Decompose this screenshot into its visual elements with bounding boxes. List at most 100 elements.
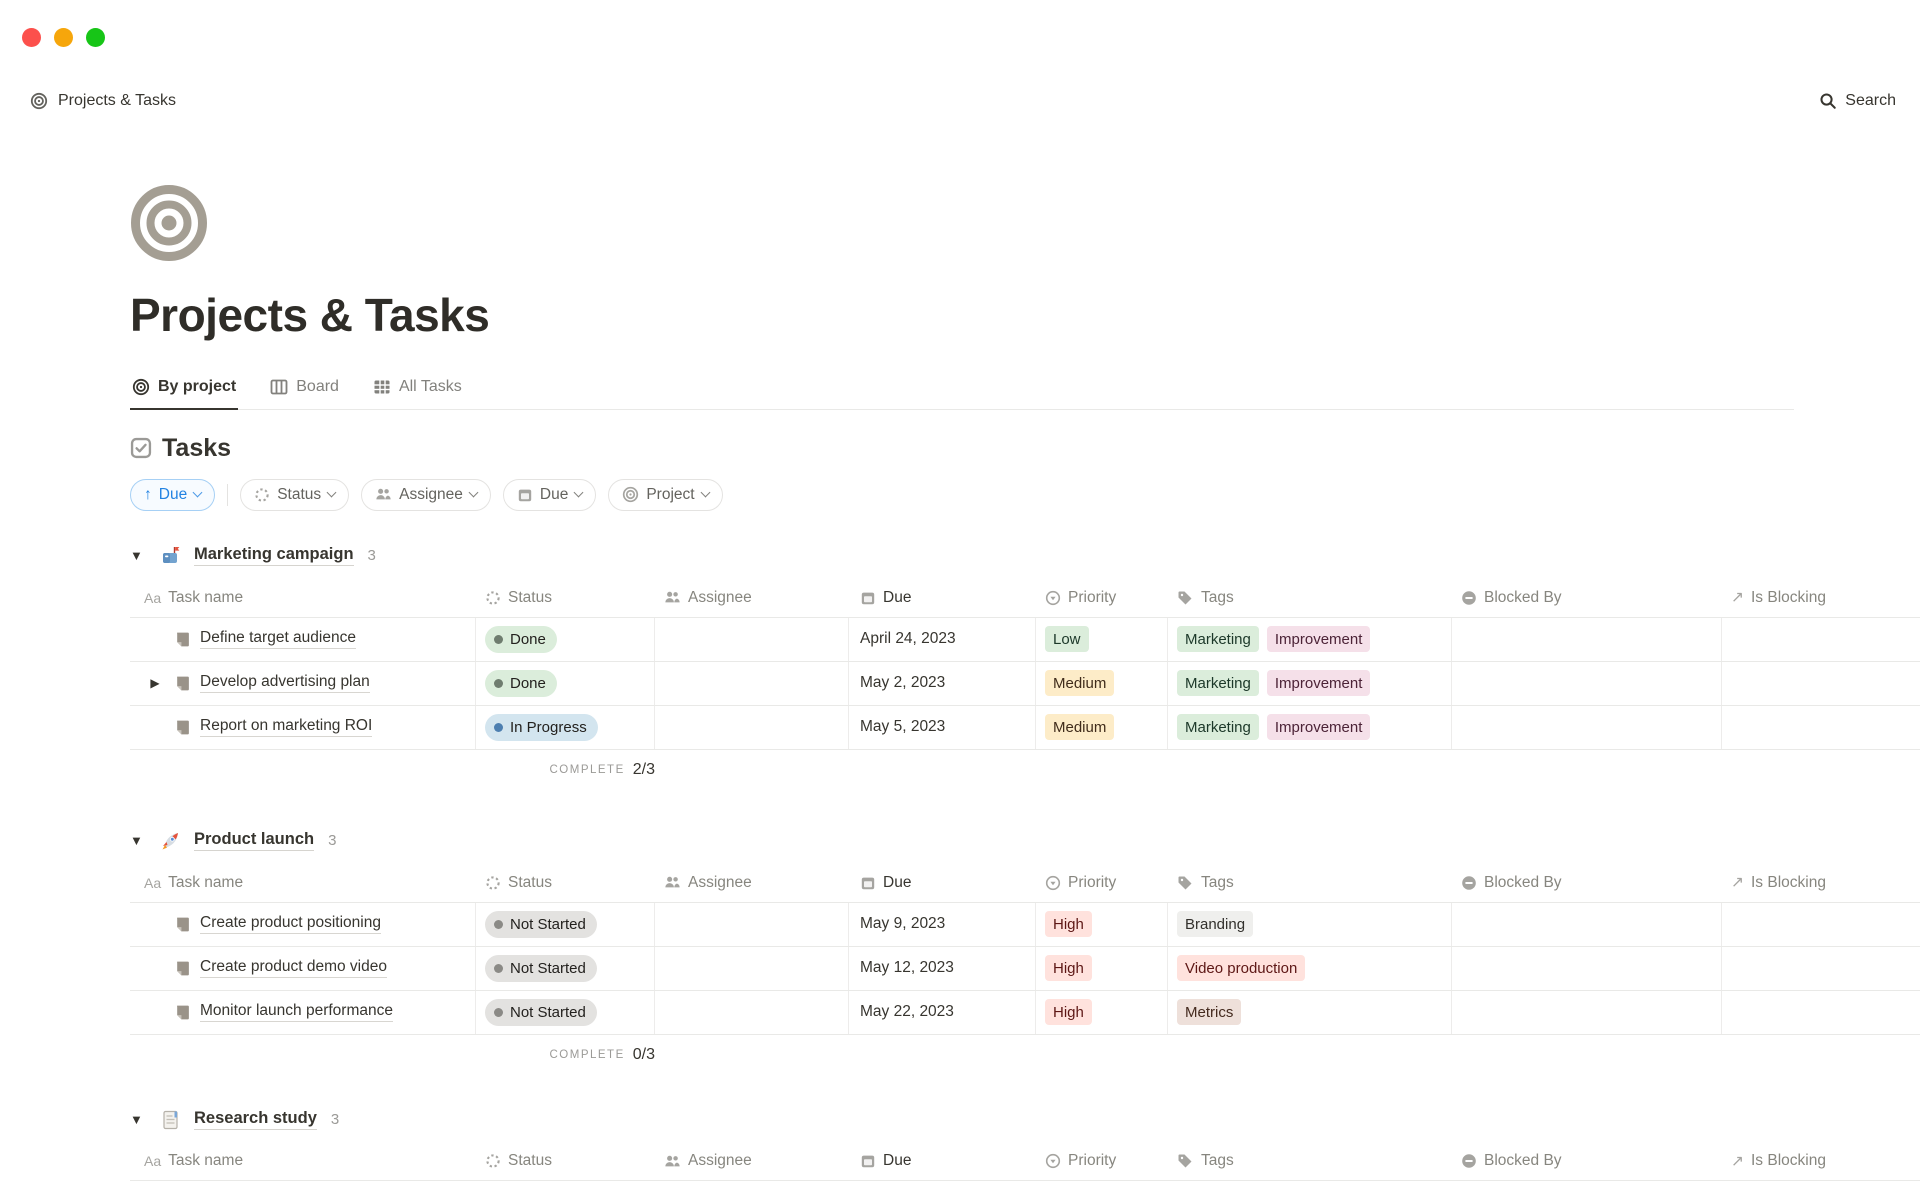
task-cell[interactable]: ▶ Develop advertising plan: [130, 661, 476, 705]
is-blocking-cell[interactable]: [1722, 706, 1920, 749]
tab-all-tasks[interactable]: All Tasks: [371, 374, 464, 409]
due-cell[interactable]: May 5, 2023: [849, 705, 1036, 749]
tags-cell[interactable]: Video production: [1168, 946, 1452, 990]
column-header-due[interactable]: Due: [849, 874, 1036, 892]
column-header-priority[interactable]: Priority: [1036, 589, 1168, 607]
column-header-status[interactable]: Status: [476, 589, 655, 607]
tags-cell[interactable]: Marketing Improvement: [1168, 661, 1452, 705]
status-cell[interactable]: Done: [476, 617, 655, 661]
tags-cell[interactable]: Marketing Improvement: [1168, 705, 1452, 749]
is-blocking-cell[interactable]: [1722, 618, 1920, 661]
due-cell[interactable]: May 22, 2023: [849, 990, 1036, 1034]
column-header-blocked-by[interactable]: Blocked By: [1452, 589, 1722, 607]
blocked-by-cell[interactable]: [1452, 946, 1722, 990]
table-row[interactable]: Create product positioning Not Started M…: [130, 901, 1920, 946]
task-cell[interactable]: Monitor launch performance: [130, 990, 476, 1034]
tags-cell[interactable]: Branding: [1168, 902, 1452, 946]
task-cell[interactable]: Report on marketing ROI: [130, 705, 476, 749]
filter-chip-status[interactable]: Status: [240, 478, 350, 511]
task-title[interactable]: Create product positioning: [200, 914, 381, 934]
blocked-by-cell[interactable]: [1452, 990, 1722, 1034]
group-collapse-toggle[interactable]: ▼: [130, 833, 143, 848]
priority-cell[interactable]: High: [1036, 902, 1168, 946]
status-cell[interactable]: Done: [476, 661, 655, 705]
column-header-is-blocking[interactable]: ↗ Is Blocking: [1731, 588, 1826, 607]
table-row[interactable]: Monitor launch performance Not Started M…: [130, 989, 1920, 1034]
tab-by-project[interactable]: By project: [130, 374, 239, 410]
priority-cell[interactable]: High: [1036, 990, 1168, 1034]
is-blocking-cell[interactable]: [1722, 903, 1920, 946]
column-header-due[interactable]: Due: [849, 1152, 1036, 1170]
column-header-blocked-by[interactable]: Blocked By: [1452, 874, 1722, 892]
assignee-cell[interactable]: [655, 946, 849, 990]
status-cell[interactable]: In Progress: [476, 705, 655, 749]
blocked-by-cell[interactable]: [1452, 902, 1722, 946]
filter-chip-due[interactable]: Due: [502, 478, 597, 511]
priority-cell[interactable]: Low: [1036, 617, 1168, 661]
task-title[interactable]: Create product demo video: [200, 958, 387, 978]
task-title[interactable]: Monitor launch performance: [200, 1002, 393, 1022]
column-header-status[interactable]: Status: [476, 1152, 655, 1170]
task-cell[interactable]: Create product demo video: [130, 946, 476, 990]
column-header-is-blocking[interactable]: ↗ Is Blocking: [1731, 1152, 1826, 1170]
page-target-icon[interactable]: [130, 184, 208, 262]
tab-board[interactable]: Board: [268, 374, 341, 409]
sort-chip-due[interactable]: ↑ Due: [130, 478, 216, 511]
row-expand-toggle[interactable]: ▶: [150, 676, 160, 690]
assignee-cell[interactable]: [655, 990, 849, 1034]
due-cell[interactable]: April 24, 2023: [849, 617, 1036, 661]
close-window-button[interactable]: [22, 28, 41, 47]
column-header-due[interactable]: Due: [849, 589, 1036, 607]
status-cell[interactable]: Not Started: [476, 990, 655, 1034]
tags-cell[interactable]: Marketing Improvement: [1168, 617, 1452, 661]
blocked-by-cell[interactable]: [1452, 617, 1722, 661]
blocked-by-cell[interactable]: [1452, 705, 1722, 749]
due-cell[interactable]: May 9, 2023: [849, 902, 1036, 946]
column-header-tags[interactable]: Tags: [1168, 1152, 1452, 1170]
blocked-by-cell[interactable]: [1452, 661, 1722, 705]
column-header-is-blocking[interactable]: ↗ Is Blocking: [1731, 873, 1826, 892]
filter-chip-project[interactable]: Project: [608, 478, 723, 511]
priority-cell[interactable]: Medium: [1036, 705, 1168, 749]
assignee-cell[interactable]: [655, 617, 849, 661]
column-header-priority[interactable]: Priority: [1036, 1152, 1168, 1170]
column-header-blocked-by[interactable]: Blocked By: [1452, 1152, 1722, 1170]
column-header-assignee[interactable]: Assignee: [655, 874, 849, 892]
task-cell[interactable]: Create product positioning: [130, 902, 476, 946]
tags-cell[interactable]: Metrics: [1168, 990, 1452, 1034]
status-cell[interactable]: Not Started: [476, 902, 655, 946]
minimize-window-button[interactable]: [54, 28, 73, 47]
table-row[interactable]: Create product demo video Not Started Ma…: [130, 945, 1920, 990]
column-header-tags[interactable]: Tags: [1168, 589, 1452, 607]
assignee-cell[interactable]: [655, 661, 849, 705]
is-blocking-cell[interactable]: [1722, 662, 1920, 705]
table-row[interactable]: ▶ Develop advertising plan Done May 2, 20…: [130, 660, 1920, 705]
filter-chip-assignee[interactable]: Assignee: [361, 478, 491, 511]
column-header-priority[interactable]: Priority: [1036, 874, 1168, 892]
column-header-task-name[interactable]: Aa Task name: [144, 873, 244, 891]
task-title[interactable]: Develop advertising plan: [200, 673, 370, 693]
priority-cell[interactable]: High: [1036, 946, 1168, 990]
group-title[interactable]: Product launch: [194, 830, 315, 851]
table-row[interactable]: Define target audience Done April 24, 20…: [130, 616, 1920, 661]
column-header-assignee[interactable]: Assignee: [655, 1152, 849, 1170]
due-cell[interactable]: May 12, 2023: [849, 946, 1036, 990]
group-collapse-toggle[interactable]: ▼: [130, 1112, 143, 1127]
column-header-tags[interactable]: Tags: [1168, 874, 1452, 892]
group-collapse-toggle[interactable]: ▼: [130, 548, 143, 563]
group-title[interactable]: Research study: [194, 1109, 317, 1130]
is-blocking-cell[interactable]: [1722, 947, 1920, 990]
table-row[interactable]: Report on marketing ROI In Progress May …: [130, 704, 1920, 749]
due-cell[interactable]: May 2, 2023: [849, 661, 1036, 705]
assignee-cell[interactable]: [655, 902, 849, 946]
task-title[interactable]: Define target audience: [200, 629, 356, 649]
breadcrumb[interactable]: Projects & Tasks: [30, 92, 176, 110]
priority-cell[interactable]: Medium: [1036, 661, 1168, 705]
assignee-cell[interactable]: [655, 705, 849, 749]
column-header-task-name[interactable]: Aa Task name: [144, 588, 244, 606]
column-header-assignee[interactable]: Assignee: [655, 589, 849, 607]
group-title[interactable]: Marketing campaign: [194, 545, 354, 566]
column-header-task-name[interactable]: Aa Task name: [144, 1152, 244, 1169]
task-cell[interactable]: Define target audience: [130, 617, 476, 661]
column-header-status[interactable]: Status: [476, 874, 655, 892]
